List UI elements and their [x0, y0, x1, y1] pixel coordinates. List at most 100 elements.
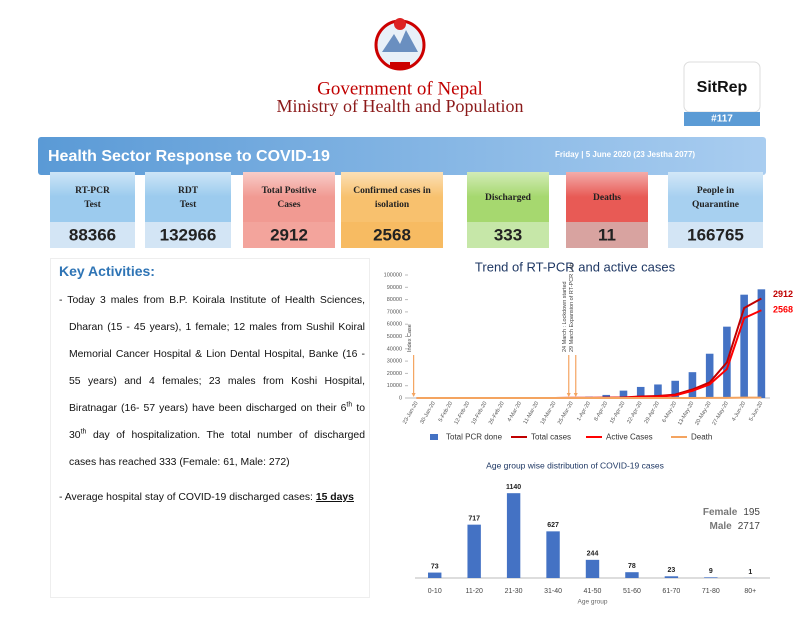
card-value-box: [243, 222, 335, 248]
arrow-head: [566, 393, 571, 397]
banner: [38, 137, 766, 175]
value-label: 73: [431, 563, 439, 570]
bar: [625, 572, 639, 578]
card-shine: [145, 172, 231, 197]
text: Today 3 males from B.P. Koirala Institut…: [67, 295, 365, 414]
bar: [619, 390, 628, 398]
x-tick-label: 80+: [744, 588, 756, 595]
banner-title: Health Sector Response to COVID-19: [48, 148, 330, 165]
text: 15 days: [315, 492, 354, 503]
banner-date: Friday | 5 June 2020 (23 Jestha 2077): [555, 150, 695, 159]
bar: [506, 493, 521, 578]
chart-title: Age group wise distribution of COVID-19 …: [486, 460, 664, 470]
text: to 30: [69, 403, 365, 441]
legend-label: Active Cases: [606, 433, 653, 442]
note-value: 195: [743, 507, 760, 518]
chart-title: Trend of RT-PCR and active cases: [475, 259, 676, 274]
card-value: 132966: [160, 225, 217, 244]
card-value: 166765: [687, 225, 744, 244]
legend-label: Total cases: [531, 433, 571, 442]
badge: SitRep: [697, 79, 748, 96]
x-tick-label: 29-Apr-20: [644, 401, 661, 425]
x-tick-label: 19-Feb-20: [471, 401, 489, 426]
card-value-box: [341, 222, 443, 248]
number-box: [684, 112, 760, 126]
x-tick-label: 4-Mar-20: [507, 401, 523, 423]
x-tick-label: 61-70: [662, 588, 680, 595]
arrow-head: [573, 393, 578, 397]
y-tick-label: 0: [399, 395, 402, 401]
x-tick-label: 6-May-20: [661, 401, 678, 424]
value-label: 2912: [773, 289, 793, 299]
value-label: 78: [628, 563, 636, 570]
card-value: 2568: [373, 225, 411, 244]
legend-label: Total PCR done: [446, 433, 503, 442]
bar: [585, 559, 600, 578]
value-label: 717: [468, 515, 480, 522]
x-tick-label: 71-80: [702, 588, 720, 595]
text: day of hospitalization. The total number…: [69, 430, 365, 468]
note-label: Male: [710, 521, 733, 532]
x-tick-label: 41-50: [584, 588, 602, 595]
text: Average hospital stay of COVID-19 discha…: [64, 492, 316, 503]
card-value-box: [566, 222, 648, 248]
y-tick-label: 80000: [387, 297, 402, 303]
x-tick-label: 18-Mar-20: [540, 401, 558, 426]
x-tick-label: 0-10: [428, 588, 442, 595]
card-value: 11: [598, 225, 616, 244]
bar: [654, 384, 662, 398]
x-tick-label: 1-Apr-20: [576, 401, 592, 423]
key-activities: Key Activities: - Today 3 males from B.P…: [50, 258, 370, 598]
value-label: 1140: [506, 484, 521, 491]
bar: [705, 353, 714, 398]
sup: th: [80, 428, 87, 436]
card-shine: [668, 172, 763, 197]
x-tick-label: 13-May-20: [677, 401, 695, 427]
x-tick-label: 25-Mar-20: [557, 401, 575, 426]
x-tick-label: 5-Feb-20: [438, 401, 454, 423]
value-label: 9: [709, 568, 713, 575]
card-label: People in: [697, 186, 735, 196]
card-value: 88366: [69, 225, 116, 244]
x-tick-label: 12-Feb-20: [453, 401, 471, 426]
bar: [428, 572, 442, 578]
y-tick-label: 20000: [387, 371, 402, 377]
bar: [704, 577, 718, 578]
card-label: RDT: [178, 186, 199, 196]
x-axis-label: Age group: [578, 599, 608, 606]
y-tick-label: 10000: [387, 383, 402, 389]
x-tick-label: 15-Apr-20: [609, 401, 626, 425]
emblem: [374, 18, 426, 71]
sup: th: [346, 401, 353, 409]
value-label: 1: [748, 569, 752, 576]
card-label: Test: [180, 200, 197, 210]
x-tick-label: 31-40: [544, 588, 562, 595]
value-label: 244: [587, 551, 599, 558]
legend-swatch: [430, 434, 438, 440]
bar: [467, 524, 481, 578]
card-value-box: [467, 222, 549, 248]
note-value: 2717: [738, 521, 761, 532]
arrow-head: [411, 393, 416, 397]
y-tick-label: 90000: [387, 285, 402, 291]
bar: [546, 531, 560, 578]
annotation: Index Case: [407, 324, 413, 352]
bar: [664, 576, 679, 578]
y-tick-label: 50000: [387, 334, 402, 340]
value-label: 23: [667, 567, 675, 574]
card-value-box: [668, 222, 763, 248]
x-tick-label: 20-May-20: [694, 401, 712, 427]
note-label: Female: [703, 507, 738, 518]
card-label: Quarantine: [692, 200, 739, 210]
legend-label: Death: [691, 433, 712, 442]
bar: [636, 386, 645, 398]
card-label: Cases: [277, 200, 301, 210]
note: Female 195: [703, 507, 761, 518]
x-tick-label: 26-Feb-20: [488, 401, 506, 426]
x-tick-label: 11-20: [465, 588, 482, 595]
card-label: Deaths: [593, 193, 621, 203]
bar: [757, 289, 766, 398]
x-tick-label: 22-Apr-20: [626, 401, 643, 425]
card-shine: [341, 172, 443, 197]
